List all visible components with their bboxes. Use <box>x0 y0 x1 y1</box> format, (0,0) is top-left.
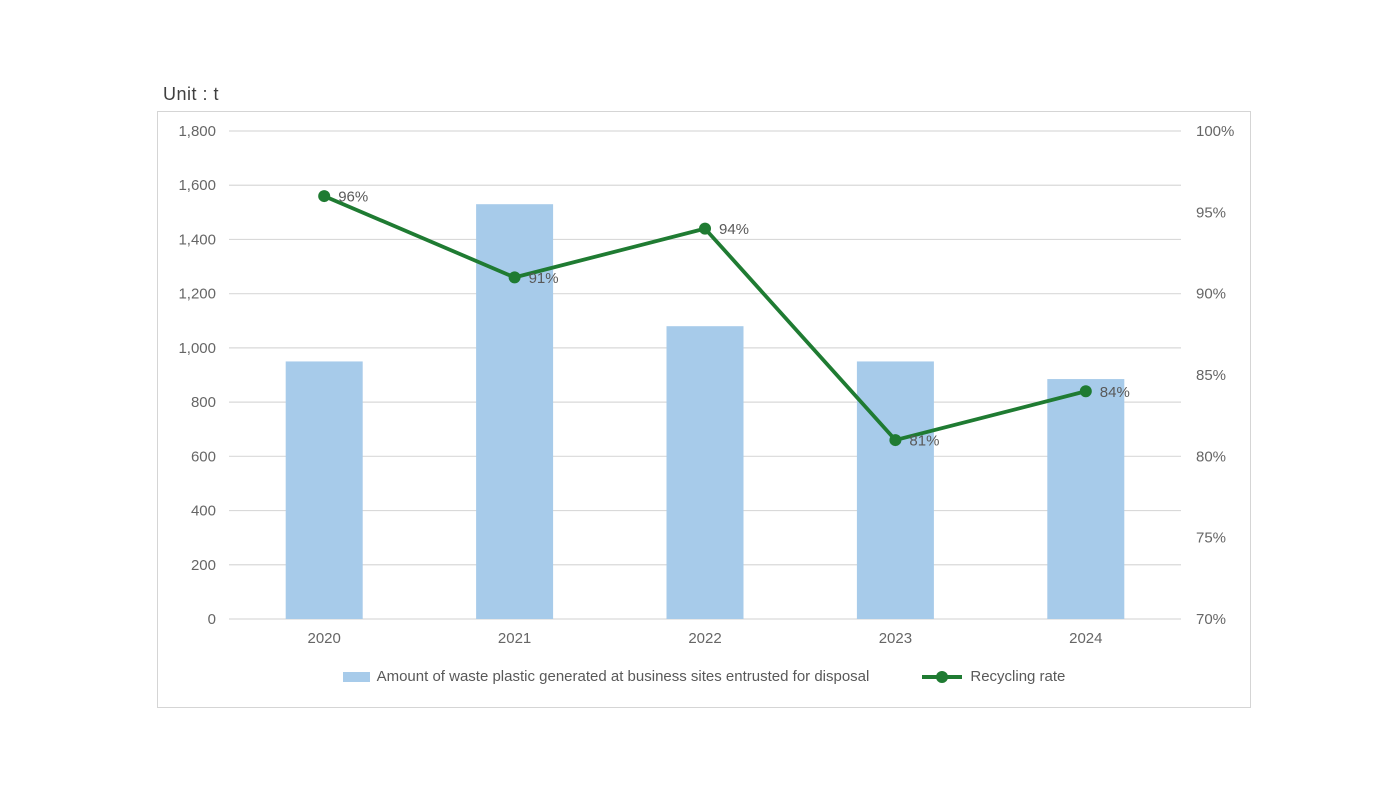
data-point-2024 <box>1079 385 1092 398</box>
right-axis-tick: 70% <box>1196 611 1226 628</box>
left-axis-tick: 0 <box>208 611 216 628</box>
bar-2023 <box>856 361 934 619</box>
legend-item-waste-plastic: Amount of waste plastic generated at bus… <box>342 668 870 685</box>
left-axis-tick: 1,400 <box>178 231 216 248</box>
left-axis-tick: 1,000 <box>178 340 216 357</box>
legend-label-recycling-rate: Recycling rate <box>970 668 1066 685</box>
unit-label: Unit : t <box>163 84 220 104</box>
left-axis-tick: 1,600 <box>178 177 216 194</box>
data-point-2022 <box>699 222 711 235</box>
left-axis-tick: 800 <box>191 394 216 411</box>
left-axis-tick: 400 <box>191 503 216 520</box>
bar-2020 <box>285 361 363 619</box>
bar-2024 <box>1047 379 1125 619</box>
data-point-2020 <box>318 190 331 203</box>
right-axis-tick: 95% <box>1196 204 1226 221</box>
left-axis-tick: 1,200 <box>178 286 216 303</box>
left-axis-tick: 600 <box>191 448 216 465</box>
x-axis-label-2021: 2021 <box>498 630 531 647</box>
data-label-2021: 91% <box>529 270 559 287</box>
right-axis-tick: 85% <box>1196 367 1226 384</box>
x-axis-label-2024: 2024 <box>1069 630 1102 647</box>
left-axis-tick: 200 <box>191 557 216 574</box>
x-axis-label-2020: 2020 <box>308 630 341 647</box>
data-label-2022: 94% <box>719 221 749 238</box>
data-label-2020: 96% <box>338 189 368 206</box>
line-legend-marker-icon <box>922 670 963 683</box>
bar-2022 <box>666 326 744 619</box>
x-axis-label-2023: 2023 <box>879 630 912 647</box>
right-axis-tick: 100% <box>1196 123 1234 140</box>
right-axis-tick: 80% <box>1196 448 1226 465</box>
right-axis-tick: 90% <box>1196 286 1226 303</box>
legend: Amount of waste plastic generated at bus… <box>158 668 1250 685</box>
chart-container: 0 200 400 600 800 1,000 1,200 1,400 1,600 1,800 70… <box>157 111 1251 708</box>
bar-legend-swatch <box>342 671 370 682</box>
x-axis-label-2022: 2022 <box>688 630 721 647</box>
data-label-2023: 81% <box>909 433 939 450</box>
left-axis-tick: 1,800 <box>178 123 216 140</box>
right-axis-tick: 75% <box>1196 530 1226 547</box>
data-label-2024: 84% <box>1100 384 1130 401</box>
data-point-2021 <box>508 271 521 284</box>
combo-chart: 0 200 400 600 800 1,000 1,200 1,400 1,600 1,800 70… <box>178 123 1234 647</box>
legend-label-waste-plastic: Amount of waste plastic generated at bus… <box>376 668 870 685</box>
data-point-2023 <box>889 434 902 447</box>
legend-item-recycling-rate: Recycling rate <box>921 668 1065 685</box>
